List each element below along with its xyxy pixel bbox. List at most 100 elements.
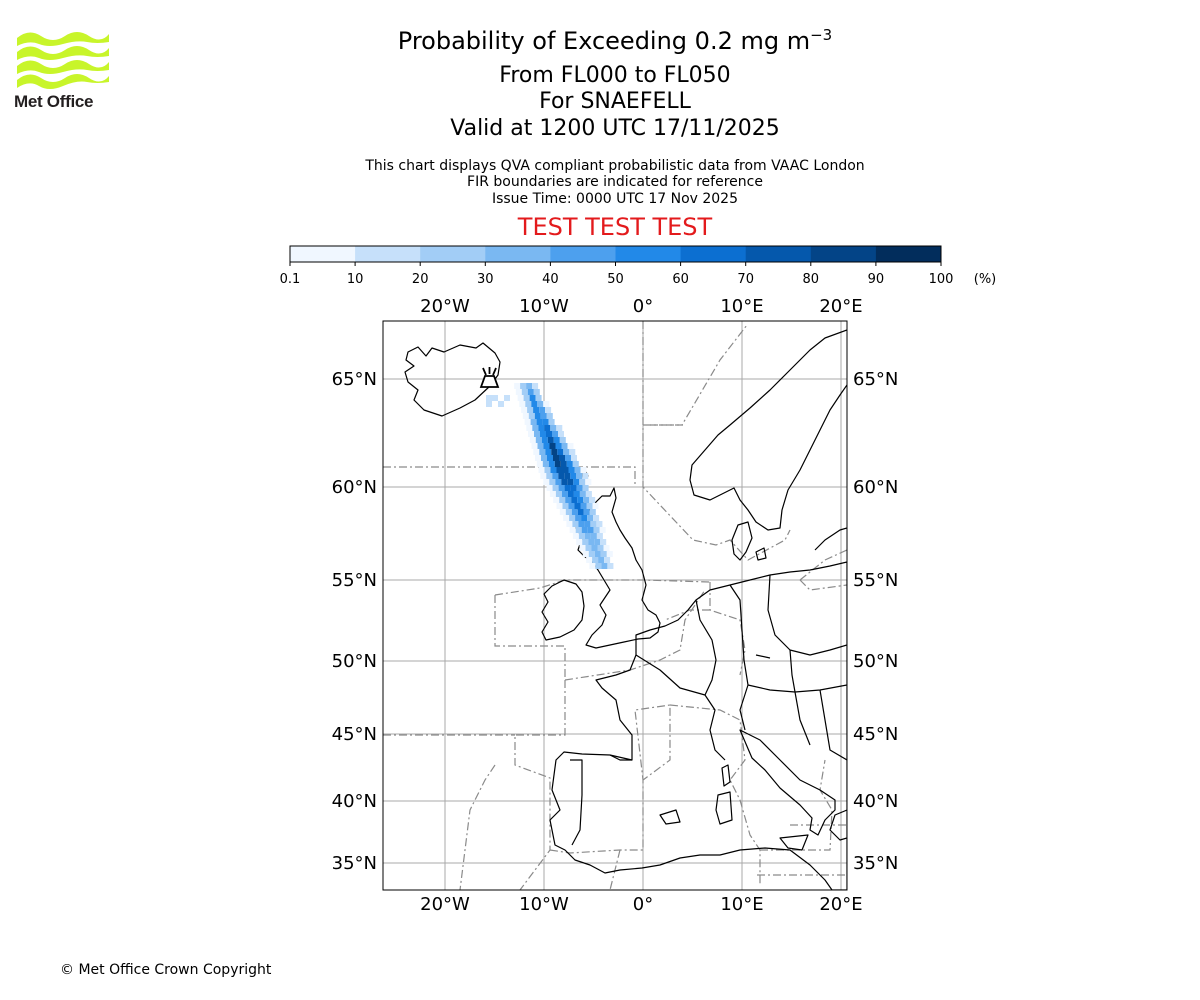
plume-cell — [587, 515, 594, 521]
plume-cell — [517, 395, 524, 401]
plume-cell — [535, 455, 541, 461]
plume-cell — [543, 401, 550, 407]
colorbar-tick-label: 70 — [737, 272, 754, 287]
plume-cell — [547, 437, 554, 443]
longitude-label: 10°W — [519, 296, 569, 317]
plume-cell — [582, 473, 589, 479]
longitude-label: 20°W — [420, 894, 470, 915]
plume-cell — [592, 503, 599, 509]
colorbar-swatch — [810, 246, 877, 262]
plume-cell — [599, 527, 606, 533]
plume-cell — [571, 497, 578, 503]
longitude-label: 10°W — [519, 894, 569, 915]
plume-cell — [541, 437, 548, 443]
plume-cell — [566, 461, 573, 467]
plume-cell — [579, 491, 586, 497]
colorbar-tick-label: 0.1 — [280, 272, 301, 287]
plume-cell — [504, 395, 510, 401]
latitude-label: 60°N — [853, 477, 898, 498]
plume-cell — [578, 521, 585, 527]
plume-cell — [514, 383, 521, 389]
plume-cell — [567, 491, 574, 497]
plume-cell — [558, 473, 565, 479]
met-office-logo — [17, 32, 109, 89]
plume-cell — [555, 443, 562, 449]
plume-cell — [572, 521, 579, 527]
plume-cell — [601, 563, 608, 569]
plume-cell — [539, 449, 546, 455]
plume-cell — [568, 467, 575, 473]
plume-cell — [559, 509, 566, 515]
plume-cell — [520, 383, 527, 389]
plume-cell — [546, 485, 553, 491]
plume-cell — [519, 401, 526, 407]
plume-cell — [586, 503, 593, 509]
colorbar-tick-label: 60 — [672, 272, 689, 287]
plume-cell — [529, 437, 536, 443]
colorbar-tick-label: 80 — [803, 272, 820, 287]
plume-cell — [556, 467, 563, 473]
plume-cell — [582, 551, 589, 557]
plume-cell — [551, 449, 558, 455]
plume-cell — [545, 449, 552, 455]
colorbar-tick-label: 100 — [929, 272, 954, 287]
plume-cell — [535, 437, 542, 443]
plume-cell — [569, 527, 576, 533]
colorbar-swatch — [615, 246, 682, 262]
plume-cell — [515, 389, 522, 395]
plume-cell — [588, 539, 595, 545]
probability-colorbar: 0.1 10 20 30 40 50 60 70 80 90 100 (%) — [280, 245, 997, 287]
plume-cell — [596, 533, 603, 539]
plume-cell — [486, 401, 492, 407]
plume-cell — [546, 473, 553, 479]
colorbar-tick-label: 30 — [477, 272, 494, 287]
plume-cell — [607, 563, 614, 569]
colorbar-swatch — [420, 246, 486, 262]
longitude-label: 0° — [633, 296, 653, 317]
plume-cell — [569, 449, 576, 455]
plume-cell — [535, 395, 542, 401]
plume-cell — [533, 449, 540, 455]
plume-cell — [573, 491, 580, 497]
plume-cell — [584, 521, 591, 527]
plume-cell — [498, 401, 504, 407]
graticule — [383, 321, 847, 890]
plume-cell — [581, 527, 588, 533]
plume-cell — [584, 533, 591, 539]
latitude-labels-right: 65°N 60°N 55°N 50°N 45°N 40°N 35°N — [853, 369, 898, 874]
latitude-label: 40°N — [332, 791, 377, 812]
plume-cell — [565, 455, 571, 461]
plume-cell — [540, 431, 546, 437]
longitude-label: 20°E — [819, 296, 862, 317]
latitude-label: 60°N — [332, 477, 377, 498]
plume-cell — [585, 545, 592, 551]
plume-cell — [538, 425, 545, 431]
latitude-label: 50°N — [853, 651, 898, 672]
plume-cell — [594, 551, 601, 557]
latitude-label: 65°N — [853, 369, 898, 390]
longitude-label: 0° — [633, 894, 653, 915]
colorbar-unit: (%) — [974, 272, 997, 287]
latitude-label: 40°N — [853, 791, 898, 812]
latitude-label: 45°N — [332, 724, 377, 745]
plume-cell — [570, 485, 577, 491]
plume-cell — [589, 497, 596, 503]
longitude-label: 10°E — [720, 894, 763, 915]
plume-cell — [562, 503, 569, 509]
plume-cell — [541, 455, 547, 461]
plume-cell — [600, 551, 607, 557]
plume-cell — [544, 425, 551, 431]
plume-cell — [587, 527, 594, 533]
plume-cell — [590, 521, 597, 527]
plume-cell — [588, 551, 595, 557]
fir-boundaries — [383, 321, 847, 890]
plume-cell — [589, 509, 596, 515]
colorbar-ticks: 0.1 10 20 30 40 50 60 70 80 90 100 — [280, 262, 954, 287]
colorbar-tick-label: 20 — [412, 272, 429, 287]
plume-cell — [547, 455, 553, 461]
plume-cell — [549, 443, 556, 449]
plume-cell — [598, 557, 605, 563]
coastlines — [404, 329, 847, 890]
colorbar-tick-label: 90 — [868, 272, 885, 287]
plume-cell — [531, 443, 538, 449]
